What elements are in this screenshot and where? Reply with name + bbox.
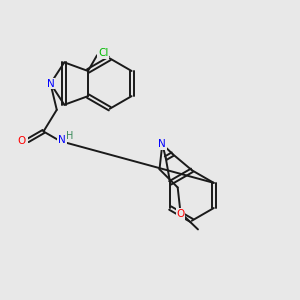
Text: N: N	[58, 135, 66, 146]
Text: H: H	[66, 131, 74, 141]
Text: O: O	[176, 209, 184, 219]
Text: N: N	[158, 139, 166, 149]
Text: N: N	[46, 79, 54, 88]
Text: Cl: Cl	[98, 48, 109, 58]
Text: O: O	[17, 136, 26, 146]
